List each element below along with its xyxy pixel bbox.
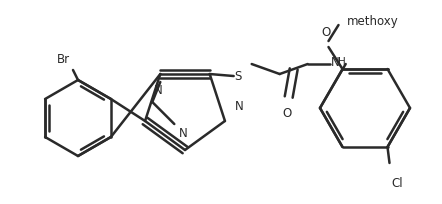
Text: Br: Br	[57, 53, 70, 66]
Text: O: O	[282, 107, 291, 120]
Text: H: H	[338, 57, 346, 67]
Text: S: S	[234, 70, 241, 83]
Text: N: N	[154, 84, 163, 97]
Text: N: N	[331, 55, 339, 69]
Text: methoxy: methoxy	[347, 14, 398, 28]
Text: Cl: Cl	[392, 177, 403, 190]
Text: N: N	[179, 127, 187, 140]
Text: N: N	[235, 100, 244, 113]
Text: O: O	[322, 26, 331, 39]
